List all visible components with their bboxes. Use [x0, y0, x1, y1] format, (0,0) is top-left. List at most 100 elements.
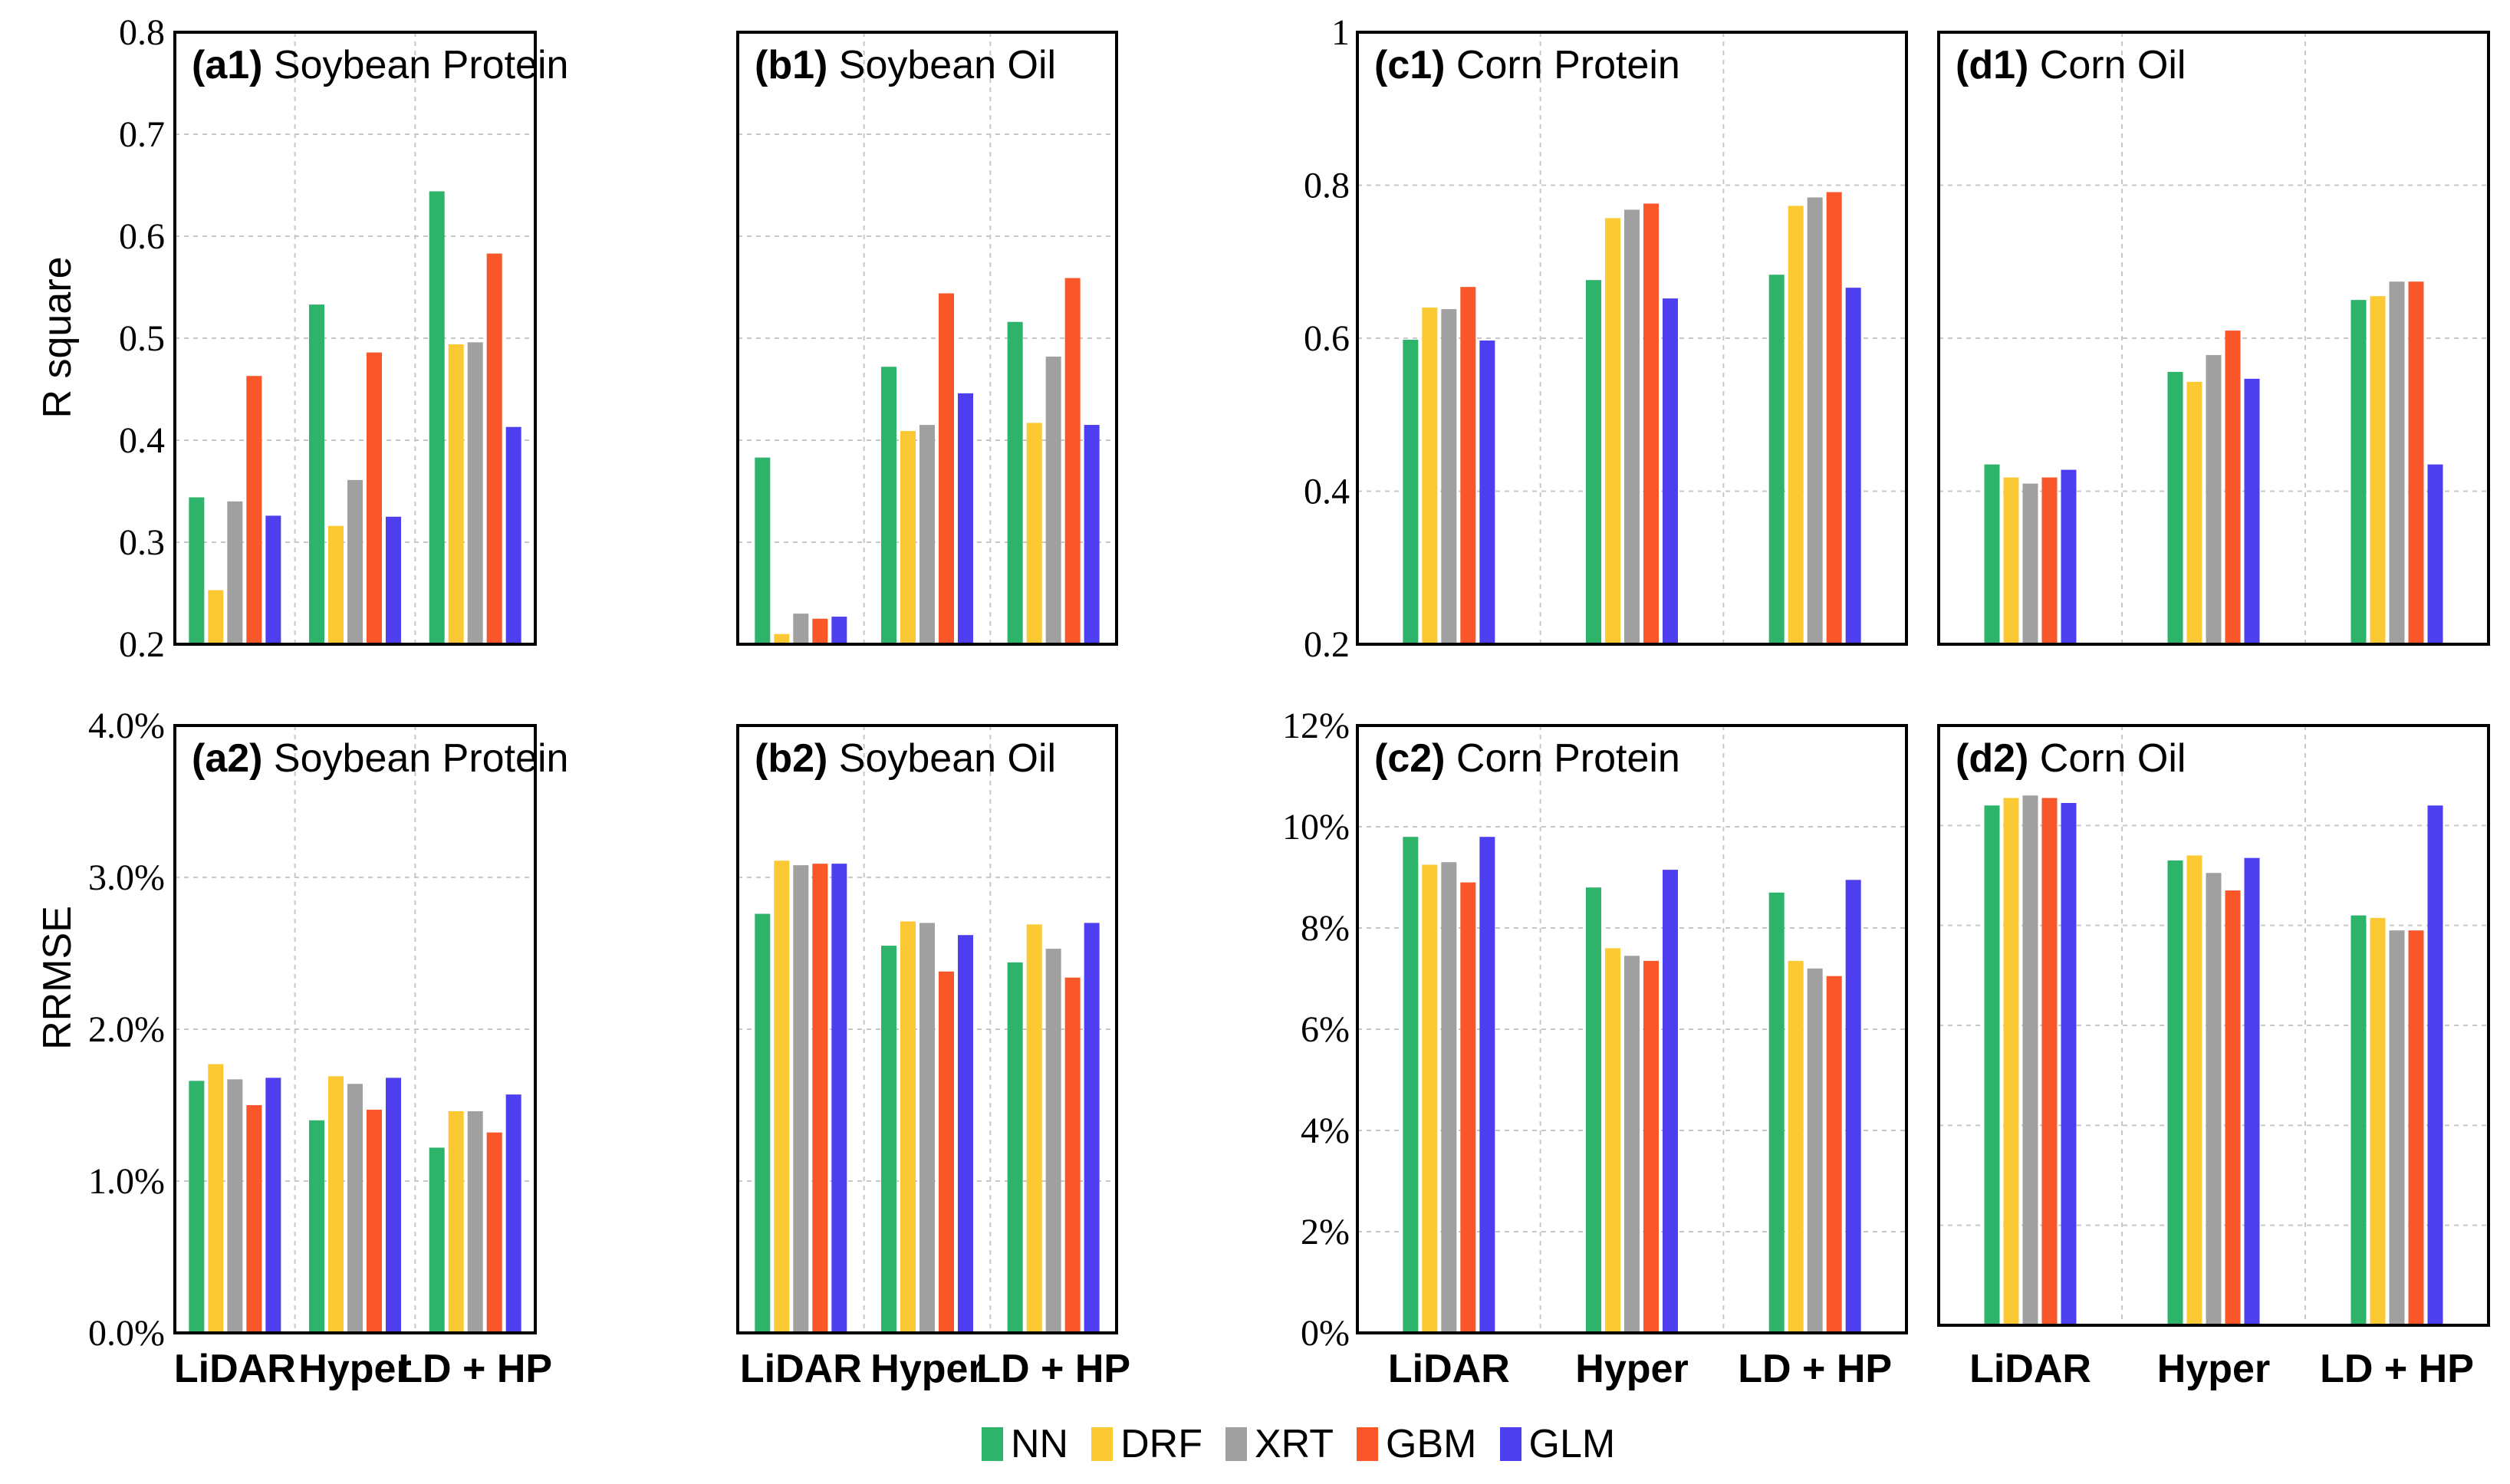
legend-label-gbm: GBM: [1386, 1422, 1477, 1466]
bar-xrt: [347, 1084, 363, 1333]
bar-xrt: [2022, 483, 2038, 644]
bar-nn: [1768, 892, 1785, 1333]
bar-glm: [265, 1078, 281, 1333]
bar-nn: [189, 1081, 205, 1333]
bar-xrt: [227, 501, 243, 644]
y-tick-label: 0.3: [119, 522, 165, 563]
bar-drf: [1788, 206, 1804, 644]
bar-drf: [208, 1064, 224, 1333]
panel-title: (c1) Corn Protein: [1374, 43, 1680, 87]
bar-gbm: [1064, 278, 1081, 644]
legend-swatch-drf: [1091, 1427, 1114, 1461]
y-tick-label: 2.0%: [88, 1009, 165, 1050]
bar-gbm: [1826, 976, 1842, 1333]
bar-glm: [505, 1094, 521, 1333]
bar-drf: [1026, 423, 1042, 644]
bar-drf: [774, 860, 790, 1333]
bar-gbm: [2041, 477, 2058, 644]
y-tick-label: 12%: [1282, 706, 1350, 746]
y-axis-title-rrmse: RRMSE: [35, 906, 80, 1050]
bar-gbm: [2408, 281, 2424, 644]
bar-nn: [189, 497, 205, 644]
bar-xrt: [1624, 209, 1640, 644]
bar-gbm: [939, 971, 954, 1333]
bar-nn: [2167, 860, 2183, 1325]
bar-drf: [448, 1111, 464, 1333]
legend-swatch-nn: [982, 1427, 1003, 1461]
bar-glm: [1845, 880, 1861, 1333]
y-tick-label: 0.2: [1304, 624, 1350, 665]
bar-nn: [881, 946, 896, 1333]
bar-nn: [1007, 321, 1023, 644]
bar-nn: [1007, 962, 1023, 1333]
y-tick-label: 0.8: [1304, 166, 1350, 206]
x-tick-label: Hyper: [870, 1347, 983, 1391]
bar-xrt: [1807, 197, 1823, 645]
bar-nn: [881, 367, 896, 644]
panel-title-text: Corn Protein: [1456, 43, 1680, 87]
panel-title: (a2) Soybean Protein: [192, 736, 568, 781]
panel-title-text: Corn Oil: [2040, 736, 2186, 781]
bar-glm: [1663, 298, 1678, 644]
panel-title: (d1) Corn Oil: [1956, 43, 2186, 87]
bar-drf: [1422, 308, 1438, 644]
legend: NN DRF XRT GBM GLM: [982, 1417, 1627, 1471]
y-tick-label: 4.0%: [88, 706, 165, 746]
bar-glm: [1084, 425, 1100, 644]
bar-drf: [2370, 296, 2386, 644]
bar-gbm: [2225, 331, 2241, 644]
y-tick-label: 2%: [1301, 1212, 1350, 1252]
y-tick-label: 1: [1331, 12, 1350, 53]
panel-frame: [173, 724, 537, 1334]
panel-frame: [1356, 724, 1908, 1334]
y-tick-label: 1.0%: [88, 1161, 165, 1202]
panel-label: (b1): [755, 43, 839, 87]
bar-glm: [2061, 469, 2077, 644]
bar-xrt: [1807, 968, 1823, 1333]
bar-drf: [1422, 864, 1438, 1333]
bar-gbm: [486, 1132, 502, 1333]
bar-drf: [2186, 855, 2202, 1325]
y-tick-label: 0.5: [119, 318, 165, 359]
bar-drf: [328, 525, 344, 644]
legend-item-nn: NN: [982, 1421, 1068, 1467]
bar-gbm: [1460, 882, 1476, 1333]
panel-title-text: Soybean Oil: [839, 43, 1056, 87]
bar-nn: [1403, 339, 1419, 644]
y-tick-label: 3.0%: [88, 857, 165, 898]
panel-title-text: Corn Protein: [1456, 736, 1680, 781]
bar-drf: [774, 633, 790, 644]
panel-title: (b2) Soybean Oil: [755, 736, 1056, 781]
bar-glm: [2244, 378, 2260, 644]
panel-title-text: Soybean Oil: [839, 736, 1056, 781]
x-tick-label: LD + HP: [976, 1347, 1130, 1391]
bar-drf: [328, 1076, 344, 1333]
bar-nn: [309, 304, 324, 644]
bar-gbm: [1643, 960, 1659, 1333]
panel-label: (a2): [192, 736, 274, 781]
x-tick-label: LiDAR: [174, 1347, 296, 1391]
legend-item-glm: GLM: [1499, 1421, 1615, 1467]
panel-title-text: Soybean Protein: [274, 43, 569, 87]
bar-glm: [1845, 288, 1861, 644]
bar-nn: [2167, 371, 2183, 644]
legend-swatch-xrt: [1225, 1427, 1247, 1461]
bar-gbm: [1064, 977, 1081, 1333]
bar-glm: [2427, 464, 2443, 644]
panel-title-text: Soybean Protein: [274, 736, 569, 781]
legend-label-nn: NN: [1011, 1422, 1069, 1466]
bar-drf: [2186, 381, 2202, 644]
panel-title-text: Corn Oil: [2040, 43, 2186, 87]
bar-xrt: [1441, 862, 1457, 1333]
bar-gbm: [246, 376, 262, 644]
panel-label: (d1): [1956, 43, 2040, 87]
bar-xrt: [2389, 281, 2405, 644]
bar-nn: [1984, 464, 2000, 644]
bar-xrt: [1045, 949, 1061, 1333]
bar-nn: [309, 1120, 324, 1333]
bar-xrt: [1045, 356, 1061, 644]
bar-drf: [900, 921, 916, 1333]
bar-glm: [1479, 340, 1495, 644]
legend-swatch-glm: [1499, 1427, 1521, 1461]
panel-frame: [173, 31, 537, 646]
